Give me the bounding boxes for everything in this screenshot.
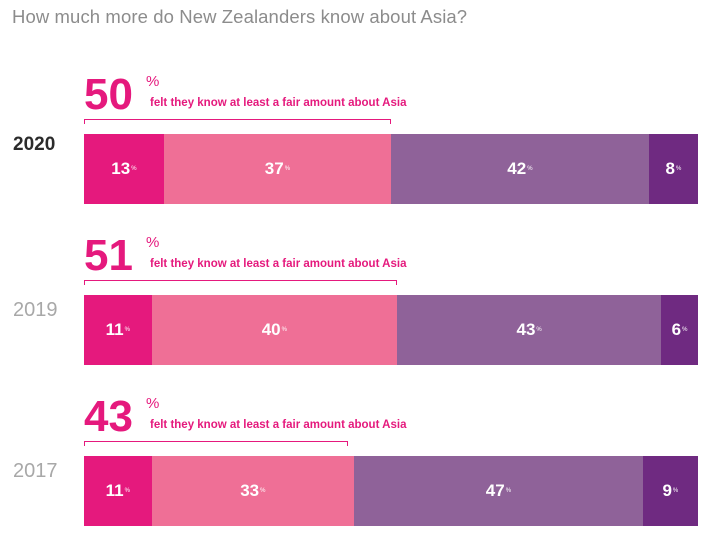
summary-unit: % — [146, 395, 160, 412]
segment-unit: % — [260, 488, 266, 494]
segment-unit: % — [281, 327, 287, 333]
segment-unit: % — [675, 166, 682, 172]
segment-value-label: 47 — [485, 481, 505, 500]
bar-segment-4: 6% — [661, 295, 698, 365]
bar-segment-4: 8% — [648, 134, 698, 204]
segment-value-label: 6 — [671, 320, 682, 339]
bar-group-2020: 2020 50% felt they know at least a fair am… — [0, 67, 716, 207]
bar-segment-2: 37% — [163, 134, 391, 204]
segment-value-label: 8 — [665, 159, 675, 178]
bar-segment-1: 11% — [84, 456, 152, 526]
segment-unit: % — [536, 327, 542, 333]
segment-unit: % — [527, 166, 533, 172]
bar-group-2019: 2019 51% felt they know at least a fair am… — [0, 228, 716, 368]
summary-bracket — [84, 280, 398, 285]
segment-value-label: 40 — [261, 320, 281, 339]
stacked-bar: 13% 37% 42% 8% — [84, 134, 698, 204]
year-label: 2017 — [13, 460, 58, 482]
summary-unit: % — [146, 234, 160, 251]
summary-note: felt they know at least a fair amount ab… — [150, 97, 407, 109]
bar-segment-2: 40% — [151, 295, 398, 365]
segment-value-label: 42 — [507, 159, 527, 178]
summary-value: 43 — [84, 392, 133, 441]
segment-unit: % — [124, 488, 130, 494]
segment-value-label: 11 — [105, 481, 124, 500]
summary-value: 51 — [84, 231, 133, 280]
summary-unit: % — [146, 73, 160, 90]
chart-title: How much more do New Zealanders know abo… — [12, 6, 468, 27]
segment-unit: % — [682, 327, 688, 333]
bar-segment-2: 33% — [151, 456, 355, 526]
segment-value-label: 37 — [264, 159, 284, 178]
summary-note: felt they know at least a fair amount ab… — [150, 258, 407, 270]
segment-value-label: 11 — [105, 320, 124, 339]
segment-unit: % — [124, 327, 130, 333]
summary-bracket — [84, 119, 391, 124]
year-label: 2020 — [13, 134, 56, 155]
summary-value: 50 — [84, 70, 133, 119]
bar-segment-3: 42% — [390, 134, 649, 204]
summary-bracket — [84, 441, 349, 446]
segment-unit: % — [505, 488, 512, 494]
segment-value-label: 9 — [662, 481, 672, 500]
segment-value-label: 13 — [111, 159, 131, 178]
bar-segment-3: 47% — [354, 456, 643, 526]
segment-unit: % — [672, 488, 679, 494]
segment-value-label: 43 — [516, 320, 536, 339]
year-label: 2019 — [13, 299, 58, 321]
stacked-bar: 11% 33% 47% 9% — [84, 456, 698, 526]
bar-segment-1: 11% — [84, 295, 152, 365]
bar-group-2017: 2017 43% felt they know at least a fair am… — [0, 389, 716, 529]
segment-unit: % — [284, 166, 291, 172]
bar-segment-1: 13% — [84, 134, 164, 204]
segment-value-label: 33 — [240, 481, 260, 500]
bar-segment-4: 9% — [642, 456, 698, 526]
stacked-bar: 11% 40% 43% 6% — [84, 295, 698, 365]
segment-unit: % — [131, 166, 137, 172]
summary-note: felt they know at least a fair amount ab… — [150, 419, 407, 431]
bar-segment-3: 43% — [397, 295, 662, 365]
